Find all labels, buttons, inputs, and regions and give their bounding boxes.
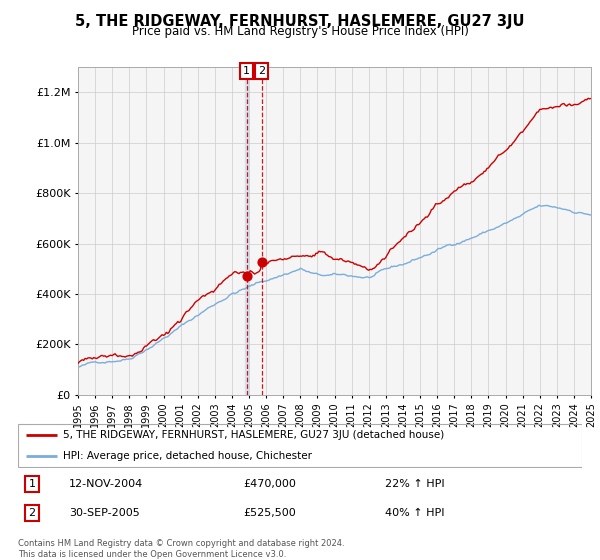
Text: £470,000: £470,000	[244, 479, 296, 489]
Text: 1: 1	[243, 66, 250, 76]
Point	[242, 272, 251, 281]
Text: £525,500: £525,500	[244, 508, 296, 519]
Text: Contains HM Land Registry data © Crown copyright and database right 2024.
This d: Contains HM Land Registry data © Crown c…	[18, 539, 344, 559]
Text: 40% ↑ HPI: 40% ↑ HPI	[385, 508, 444, 519]
Point	[257, 258, 266, 267]
Text: Price paid vs. HM Land Registry's House Price Index (HPI): Price paid vs. HM Land Registry's House …	[131, 25, 469, 38]
Text: 30-SEP-2005: 30-SEP-2005	[69, 508, 140, 519]
Text: 5, THE RIDGEWAY, FERNHURST, HASLEMERE, GU27 3JU: 5, THE RIDGEWAY, FERNHURST, HASLEMERE, G…	[75, 14, 525, 29]
Text: 2: 2	[258, 66, 265, 76]
Text: 5, THE RIDGEWAY, FERNHURST, HASLEMERE, GU27 3JU (detached house): 5, THE RIDGEWAY, FERNHURST, HASLEMERE, G…	[63, 430, 445, 440]
Text: 12-NOV-2004: 12-NOV-2004	[69, 479, 143, 489]
Text: 1: 1	[29, 479, 35, 489]
Text: 2: 2	[29, 508, 35, 519]
Text: HPI: Average price, detached house, Chichester: HPI: Average price, detached house, Chic…	[63, 450, 312, 460]
Bar	[245, 67, 248, 395]
Text: 22% ↑ HPI: 22% ↑ HPI	[385, 479, 444, 489]
